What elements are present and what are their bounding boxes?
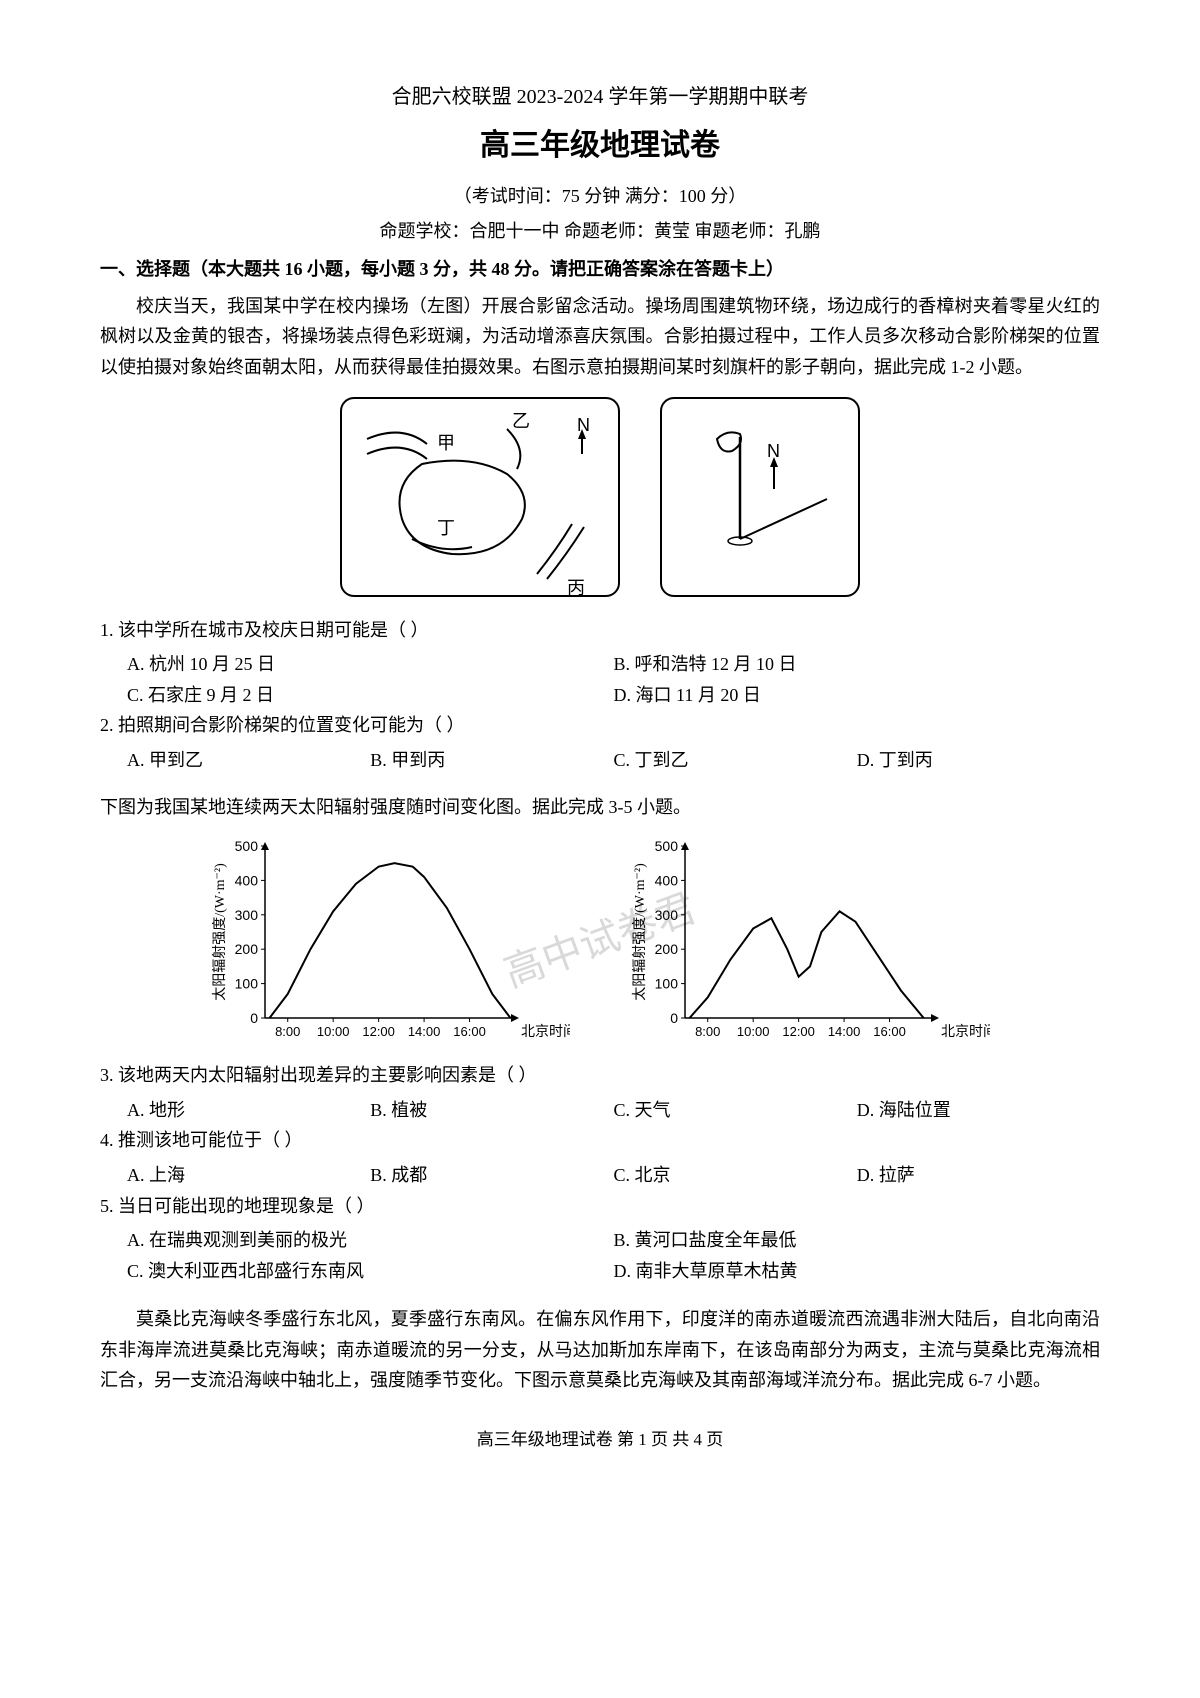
- q2-stem: 2. 拍照期间合影阶梯架的位置变化可能为（ ）: [100, 710, 1100, 741]
- diagram-playground: 甲 乙 丙 丁 N: [340, 397, 620, 597]
- svg-text:16:00: 16:00: [453, 1024, 486, 1039]
- label-ding: 丁: [437, 518, 455, 538]
- north-label-1: N: [577, 415, 590, 435]
- svg-text:10:00: 10:00: [317, 1024, 350, 1039]
- svg-text:12:00: 12:00: [362, 1024, 395, 1039]
- passage-2: 下图为我国某地连续两天太阳辐射强度随时间变化图。据此完成 3-5 小题。: [100, 792, 1100, 823]
- svg-text:16:00: 16:00: [873, 1024, 906, 1039]
- q5-opt-b: B. 黄河口盐度全年最低: [614, 1225, 1101, 1256]
- q4-opt-a: A. 上海: [127, 1160, 370, 1191]
- svg-text:200: 200: [235, 941, 259, 957]
- svg-text:8:00: 8:00: [275, 1024, 300, 1039]
- q5-opt-d: D. 南非大草原草木枯黄: [614, 1256, 1101, 1287]
- q3-opt-d: D. 海陆位置: [857, 1095, 1100, 1126]
- q1-stem: 1. 该中学所在城市及校庆日期可能是（ ）: [100, 615, 1100, 646]
- page-footer: 高三年级地理试卷 第 1 页 共 4 页: [100, 1426, 1100, 1455]
- svg-text:北京时间: 北京时间: [941, 1024, 990, 1040]
- q3-opt-b: B. 植被: [370, 1095, 613, 1126]
- svg-text:14:00: 14:00: [408, 1024, 441, 1039]
- chart-right: 100 200 300 400 500 0 8:00 10:00 12:00 14:00 16:00…: [630, 836, 990, 1046]
- north-label-2: N: [767, 441, 780, 461]
- diagram-flagpole: N: [660, 397, 860, 597]
- q2-options: A. 甲到乙 B. 甲到丙 C. 丁到乙 D. 丁到丙: [100, 745, 1100, 776]
- q1-opt-a: A. 杭州 10 月 25 日: [127, 649, 614, 680]
- q5-opt-c: C. 澳大利亚西北部盛行东南风: [127, 1256, 614, 1287]
- label-bing: 丙: [567, 578, 585, 598]
- svg-text:8:00: 8:00: [695, 1024, 720, 1039]
- svg-text:500: 500: [235, 838, 259, 854]
- svg-text:200: 200: [655, 941, 679, 957]
- section1-header: 一、选择题（本大题共 16 小题，每小题 3 分，共 48 分。请把正确答案涂在…: [100, 254, 1100, 285]
- q2-opt-d: D. 丁到丙: [857, 745, 1100, 776]
- q1-opt-c: C. 石家庄 9 月 2 日: [127, 680, 614, 711]
- svg-text:100: 100: [235, 976, 259, 992]
- q2-opt-b: B. 甲到丙: [370, 745, 613, 776]
- chart-left-svg: 100 200 300 400 500 0 8:00 10:00 12:00 14:00 16:00…: [210, 836, 570, 1046]
- svg-text:400: 400: [235, 873, 259, 889]
- q5-options: A. 在瑞典观测到美丽的极光 B. 黄河口盐度全年最低 C. 澳大利亚西北部盛行…: [100, 1225, 1100, 1286]
- q5-stem: 5. 当日可能出现的地理现象是（ ）: [100, 1191, 1100, 1222]
- header-exam-info: 合肥六校联盟 2023-2024 学年第一学期期中联考: [100, 80, 1100, 114]
- q3-opt-c: C. 天气: [614, 1095, 857, 1126]
- label-jia: 甲: [437, 433, 455, 453]
- q4-options: A. 上海 B. 成都 C. 北京 D. 拉萨: [100, 1160, 1100, 1191]
- q4-stem: 4. 推测该地可能位于（ ）: [100, 1125, 1100, 1156]
- exam-duration: （考试时间：75 分钟 满分：100 分）: [100, 181, 1100, 212]
- svg-text:300: 300: [235, 907, 259, 923]
- q1-opt-b: B. 呼和浩特 12 月 10 日: [614, 649, 1101, 680]
- svg-text:100: 100: [655, 976, 679, 992]
- svg-text:12:00: 12:00: [782, 1024, 815, 1039]
- chart-right-svg: 100 200 300 400 500 0 8:00 10:00 12:00 14:00 16:00…: [630, 836, 990, 1046]
- q2-opt-c: C. 丁到乙: [614, 745, 857, 776]
- svg-text:300: 300: [655, 907, 679, 923]
- svg-text:0: 0: [670, 1010, 678, 1026]
- q3-stem: 3. 该地两天内太阳辐射出现差异的主要影响因素是（ ）: [100, 1060, 1100, 1091]
- flagpole-svg: N: [662, 399, 862, 599]
- q1-opt-d: D. 海口 11 月 20 日: [614, 680, 1101, 711]
- passage-3: 莫桑比克海峡冬季盛行东北风，夏季盛行东南风。在偏东风作用下，印度洋的南赤道暖流西…: [100, 1304, 1100, 1396]
- passage-1: 校庆当天，我国某中学在校内操场（左图）开展合影留念活动。操场周围建筑物环绕，场边…: [100, 291, 1100, 383]
- svg-text:0: 0: [250, 1010, 258, 1026]
- q4-opt-b: B. 成都: [370, 1160, 613, 1191]
- svg-text:太阳辐射强度/(W·m⁻²): 太阳辐射强度/(W·m⁻²): [212, 863, 228, 1001]
- svg-text:太阳辐射强度/(W·m⁻²): 太阳辐射强度/(W·m⁻²): [632, 863, 648, 1001]
- playground-svg: 甲 乙 丙 丁 N: [342, 399, 622, 599]
- q1-options: A. 杭州 10 月 25 日 B. 呼和浩特 12 月 10 日 C. 石家庄…: [100, 649, 1100, 710]
- charts-row: 高中试卷君 10020030040050008:0010:0012:0014:0…: [100, 836, 1100, 1046]
- q2-opt-a: A. 甲到乙: [127, 745, 370, 776]
- svg-text:500: 500: [655, 838, 679, 854]
- exam-credits: 命题学校：合肥十一中 命题老师：黄莹 审题老师：孔鹏: [100, 216, 1100, 247]
- q4-opt-d: D. 拉萨: [857, 1160, 1100, 1191]
- svg-text:北京时间: 北京时间: [521, 1024, 570, 1040]
- q3-opt-a: A. 地形: [127, 1095, 370, 1126]
- q3-options: A. 地形 B. 植被 C. 天气 D. 海陆位置: [100, 1095, 1100, 1126]
- svg-text:400: 400: [655, 873, 679, 889]
- q4-opt-c: C. 北京: [614, 1160, 857, 1191]
- q5-opt-a: A. 在瑞典观测到美丽的极光: [127, 1225, 614, 1256]
- svg-text:10:00: 10:00: [737, 1024, 770, 1039]
- svg-text:14:00: 14:00: [828, 1024, 861, 1039]
- page-title: 高三年级地理试卷: [100, 120, 1100, 171]
- diagram-row-1: 甲 乙 丙 丁 N N: [100, 397, 1100, 597]
- chart-left: 100 200 300 400 500 0 8:00 10:00 12:00 14:00 16:00…: [210, 836, 570, 1046]
- label-yi: 乙: [512, 411, 530, 431]
